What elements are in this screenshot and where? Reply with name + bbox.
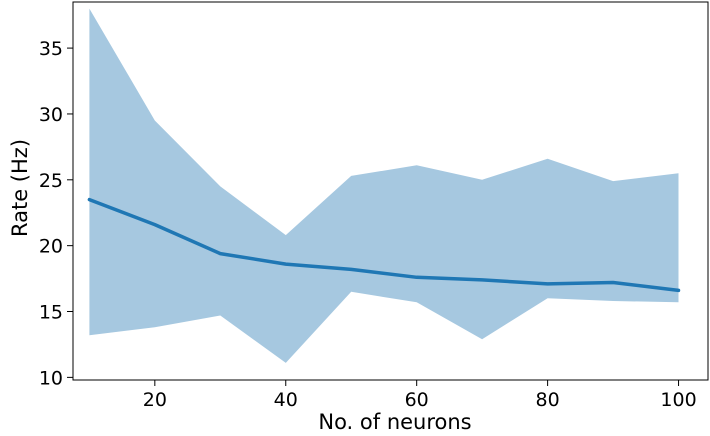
y-tick-label: 25 — [39, 170, 63, 192]
y-axis-label: Rate (Hz) — [8, 139, 32, 237]
plot-area — [87, 8, 681, 363]
x-tick-label: 100 — [660, 389, 696, 411]
x-tick-label: 60 — [405, 389, 429, 411]
y-tick-label: 10 — [39, 367, 63, 389]
axes: 20 40 60 80 100 10 15 20 25 30 35 — [39, 1, 709, 411]
x-axis-label: No. of neurons — [318, 410, 471, 434]
axes-frame — [72, 1, 709, 381]
y-tick-label: 15 — [39, 302, 63, 324]
x-tick-label: 40 — [274, 389, 298, 411]
y-tick-label: 20 — [39, 236, 63, 258]
y-tick-label: 35 — [39, 38, 63, 60]
series-line-0 — [87, 197, 681, 293]
y-tick-label: 30 — [39, 104, 63, 126]
x-tick-label: 20 — [143, 389, 167, 411]
range-band — [89, 8, 679, 363]
x-tick-label: 80 — [536, 389, 560, 411]
